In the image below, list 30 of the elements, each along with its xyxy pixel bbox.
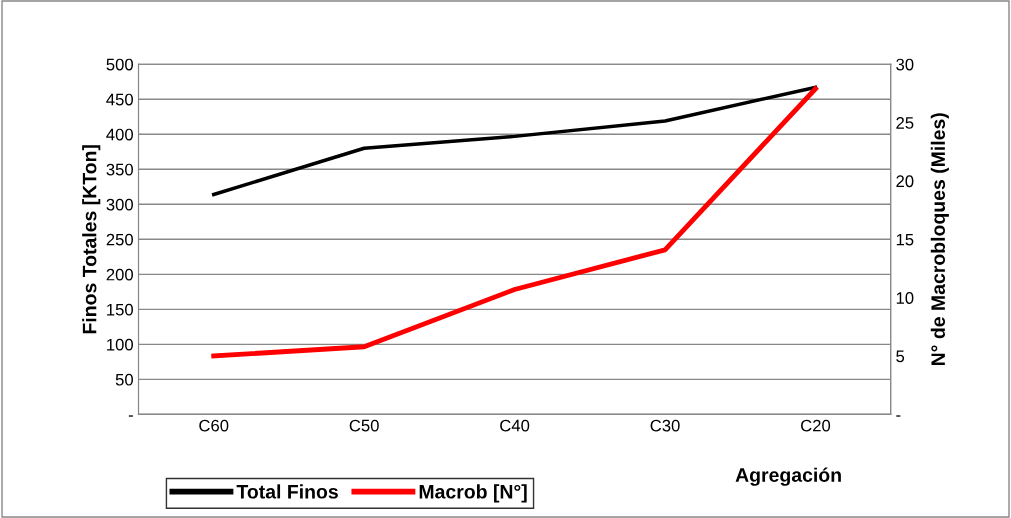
y-tick-label: 300 (106, 198, 133, 211)
x-tick-label: C40 (500, 419, 530, 432)
y2-axis-title: N° de Macrobloques (Miles) (930, 113, 949, 366)
y-axis-title: Finos Totales [KTon] (82, 145, 101, 334)
y-tick-label: 450 (106, 93, 133, 106)
y2-tick-label: 15 (896, 233, 914, 246)
y-tick-label: 350 (106, 163, 133, 176)
y-tick-label: 100 (107, 338, 133, 351)
y-tick-label: 200 (106, 268, 133, 281)
x-axis-title: Agregación (735, 467, 841, 486)
y-tick-label: - (128, 415, 133, 417)
y-tick-label: 150 (107, 303, 133, 316)
y2-tick-label: - (896, 415, 901, 417)
legend-label: Total Finos (236, 484, 338, 499)
y2-tick-label: 5 (896, 350, 905, 363)
y2-tick-label: 25 (896, 116, 914, 129)
legend-label: Macrob [N°] (419, 484, 527, 503)
y-tick-label: 500 (106, 58, 133, 71)
y2-tick-label: 10 (896, 292, 914, 304)
y2-tick-label: 30 (896, 58, 914, 71)
line-series (211, 86, 818, 359)
y-tick-label: 50 (115, 373, 133, 386)
x-tick-label: C30 (650, 419, 680, 432)
x-tick-label: C20 (801, 419, 831, 432)
y-tick-label: 250 (106, 233, 133, 246)
x-tick-label: C60 (199, 419, 229, 432)
y-tick-label: 400 (106, 128, 133, 141)
x-tick-label: C50 (349, 419, 379, 432)
y2-tick-label: 20 (896, 175, 914, 188)
line-series (211, 85, 818, 197)
